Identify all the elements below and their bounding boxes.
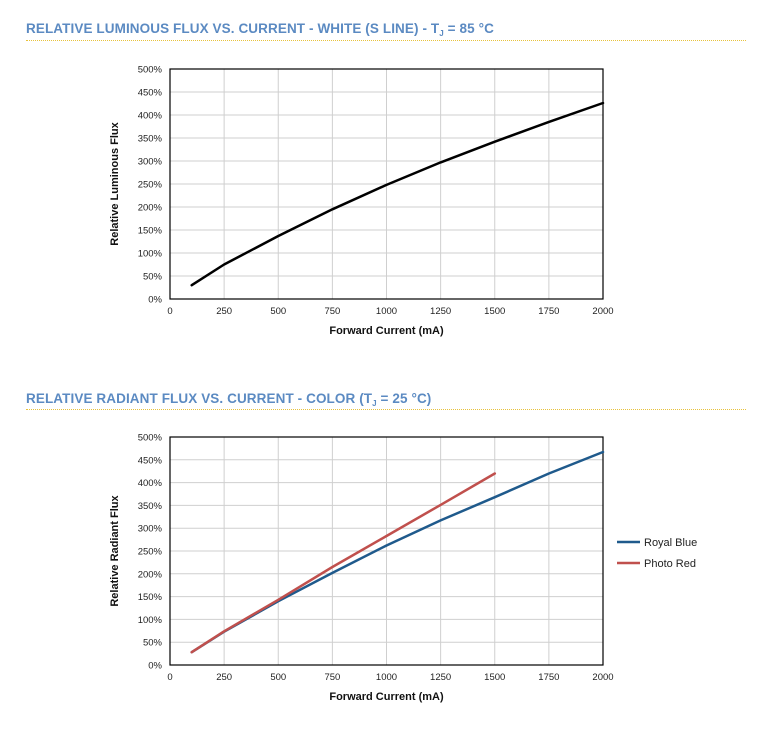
chart1-title-prefix: RELATIVE LUMINOUS FLUX VS. CURRENT - WHI… xyxy=(26,21,440,36)
chart1-ytick-label: 500% xyxy=(138,65,163,76)
chart2-xtick-label: 0 xyxy=(167,672,172,683)
chart1-xtick-label: 0 xyxy=(167,306,172,317)
chart1-xtick-label: 500 xyxy=(270,306,286,317)
chart2-divider xyxy=(26,409,746,410)
chart2-plot-frame xyxy=(169,436,604,666)
chart1-ytick-label: 150% xyxy=(138,226,163,237)
chart1-xtick-label: 250 xyxy=(216,306,232,317)
chart2-legend-photo-red-label: Photo Red xyxy=(644,558,696,570)
chart1-ytick-label: 100% xyxy=(138,249,163,260)
chart1-ytick-label: 0% xyxy=(148,295,162,306)
chart1-title-sub: J xyxy=(439,29,444,38)
chart2-x-axis-label: Forward Current (mA) xyxy=(329,691,444,703)
chart1-ytick-label: 200% xyxy=(138,203,163,214)
chart2-ytick-label: 300% xyxy=(138,524,163,535)
chart2-title-prefix: RELATIVE RADIANT FLUX VS. CURRENT - COLO… xyxy=(26,391,373,406)
chart1-ytick-label: 450% xyxy=(138,88,163,99)
chart1-ytick-label: 250% xyxy=(138,180,163,191)
chart2-ytick-label: 450% xyxy=(138,455,163,466)
chart2-title-sub: J xyxy=(372,399,377,408)
chart2-y-axis-label: Relative Radiant Flux xyxy=(109,494,121,606)
chart2-ytick-label: 400% xyxy=(138,478,163,489)
chart2-ytick-label: 100% xyxy=(138,615,163,626)
chart1-series-line xyxy=(190,101,605,287)
chart1-title: RELATIVE LUMINOUS FLUX VS. CURRENT - WHI… xyxy=(26,21,494,38)
chart2-title: RELATIVE RADIANT FLUX VS. CURRENT - COLO… xyxy=(26,391,431,408)
chart2-ytick-label: 250% xyxy=(138,547,163,558)
chart1-xtick-label: 750 xyxy=(324,306,340,317)
chart1-xtick-label: 1250 xyxy=(430,306,451,317)
chart1-y-axis-label: Relative Luminous Flux xyxy=(109,121,121,245)
chart1-xtick-label: 2000 xyxy=(592,306,613,317)
chart1-xtick-label: 1750 xyxy=(538,306,559,317)
chart2-ytick-label: 0% xyxy=(148,661,162,672)
chart2-xtick-label: 750 xyxy=(324,672,340,683)
chart2-ytick-label: 50% xyxy=(143,638,163,649)
chart2-xtick-label: 250 xyxy=(216,672,232,683)
chart2-ytick-label: 500% xyxy=(138,433,163,444)
chart2-xtick-label: 1000 xyxy=(376,672,397,683)
chart1-ytick-label: 50% xyxy=(143,272,163,283)
chart2-royal-blue-line xyxy=(190,450,605,654)
chart2-xtick-label: 500 xyxy=(270,672,286,683)
chart1-ytick-label: 400% xyxy=(138,111,163,122)
chart1-title-suffix: = 85 °C xyxy=(443,21,494,36)
chart1-ytick-label: 300% xyxy=(138,157,163,168)
chart1-plot-frame xyxy=(169,68,604,300)
chart2-title-suffix: = 25 °C) xyxy=(376,391,432,406)
chart2-photo-red-line xyxy=(190,472,497,654)
chart1-divider xyxy=(26,40,746,41)
chart1-ytick-label: 350% xyxy=(138,134,163,145)
chart2-xtick-label: 1750 xyxy=(538,672,559,683)
chart1-xtick-label: 1500 xyxy=(484,306,505,317)
chart2-legend-royal-blue-label: Royal Blue xyxy=(644,537,697,549)
chart2-ytick-label: 350% xyxy=(138,501,163,512)
chart2-ytick-label: 150% xyxy=(138,592,163,603)
chart2-xtick-label: 1500 xyxy=(484,672,505,683)
chart2-ytick-label: 200% xyxy=(138,569,163,580)
chart1-x-axis-label: Forward Current (mA) xyxy=(329,325,444,337)
chart2-xtick-label: 1250 xyxy=(430,672,451,683)
chart1-xtick-label: 1000 xyxy=(376,306,397,317)
chart2-xtick-label: 2000 xyxy=(592,672,613,683)
